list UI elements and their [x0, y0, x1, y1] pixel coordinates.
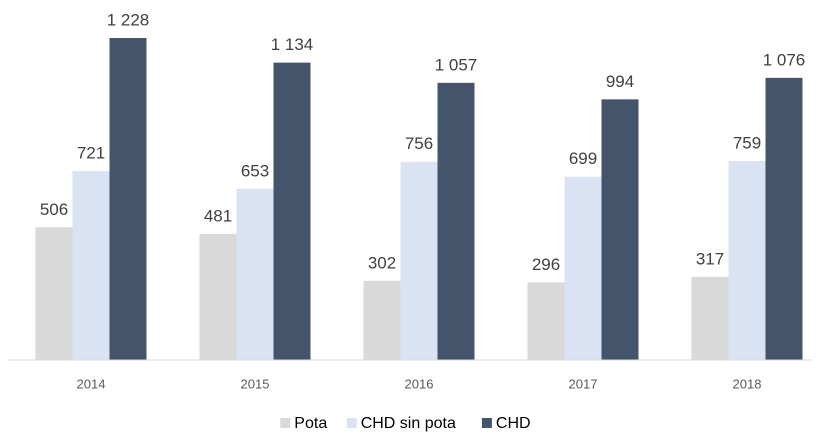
- x-tick-label: 2015: [241, 376, 270, 391]
- value-label: 296: [532, 255, 560, 274]
- bar: [601, 99, 639, 360]
- bar: [527, 282, 565, 360]
- value-label: 1 076: [763, 50, 806, 69]
- x-tick-label: 2016: [405, 376, 434, 391]
- bar: [273, 62, 311, 361]
- value-label: 653: [241, 161, 269, 180]
- legend-swatch: [481, 418, 492, 428]
- value-label: 302: [368, 253, 396, 272]
- bar: [765, 77, 803, 360]
- legend-label: Pota: [294, 415, 327, 432]
- value-label: 1 057: [435, 55, 478, 74]
- value-label: 994: [606, 72, 634, 91]
- value-label: 721: [77, 143, 105, 162]
- value-label: 759: [733, 133, 761, 152]
- bar: [400, 161, 438, 360]
- bar: [437, 82, 475, 361]
- bar: [236, 188, 274, 360]
- legend-swatch: [346, 418, 357, 428]
- bar: [199, 233, 237, 360]
- bar: [109, 38, 147, 360]
- bar: [564, 176, 602, 360]
- value-label: 1 134: [271, 35, 314, 54]
- bar: [35, 227, 73, 360]
- x-tick-label: 2018: [733, 376, 762, 391]
- legend-swatch: [280, 418, 291, 428]
- x-tick-label: 2017: [569, 376, 598, 391]
- bar: [363, 280, 401, 360]
- value-label: 481: [204, 206, 232, 225]
- value-label: 506: [40, 200, 68, 219]
- value-label: 1 228: [107, 10, 150, 29]
- bar: [728, 160, 766, 360]
- bar: [691, 276, 729, 360]
- x-tick-label: 2014: [77, 376, 106, 391]
- bar: [72, 170, 110, 360]
- legend-label: CHD: [496, 415, 531, 432]
- value-label: 317: [696, 249, 724, 268]
- value-label: 756: [405, 134, 433, 153]
- value-label: 699: [569, 149, 597, 168]
- legend-label: CHD sin pota: [361, 415, 456, 432]
